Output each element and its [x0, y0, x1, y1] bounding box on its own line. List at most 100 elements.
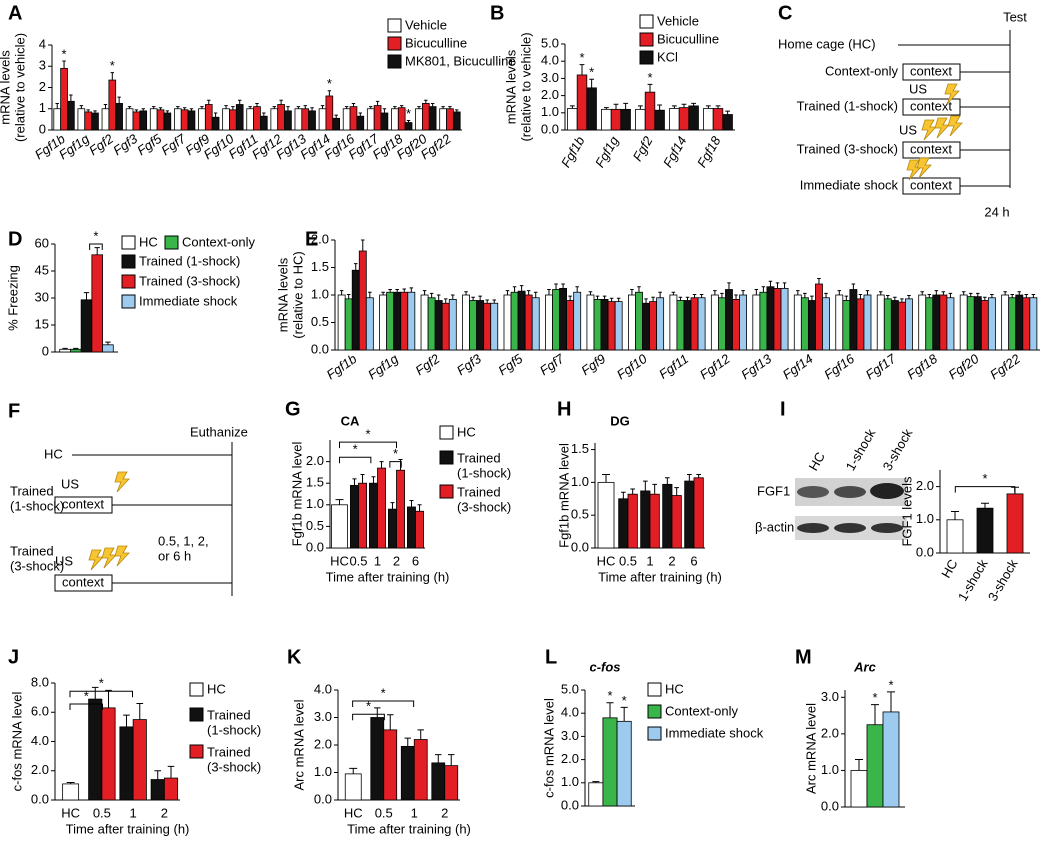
- chart-title: c-fos: [589, 659, 620, 674]
- error-bar: [512, 286, 517, 293]
- bar: [393, 291, 402, 351]
- bar: [586, 294, 595, 351]
- bar: [573, 291, 582, 351]
- y-tick-label: 2.0: [314, 736, 332, 751]
- y-tick-label: 5.0: [541, 35, 559, 50]
- error-bar: [927, 293, 932, 298]
- error-bar: [871, 704, 879, 725]
- chart-title: DG: [610, 413, 630, 428]
- bar: [294, 108, 303, 131]
- bar: [415, 108, 423, 131]
- comparison-bracket: [352, 700, 415, 707]
- x-axis-label: Time after training (h): [66, 821, 190, 836]
- bar: [428, 106, 437, 131]
- bar: [344, 773, 362, 801]
- error-bar: [464, 291, 468, 295]
- western-blot: FGF1 β-actin HC 1-shock 3-shock: [755, 426, 916, 540]
- panel-label: B: [490, 2, 504, 24]
- error-bar: [630, 289, 634, 295]
- y-tick-label: 1.0: [306, 496, 324, 511]
- legend-swatch: [121, 274, 136, 289]
- bar: [380, 112, 389, 131]
- bar: [710, 294, 719, 351]
- bar: [559, 287, 568, 351]
- x-tick-label: Fgf13: [738, 351, 774, 383]
- bar: [662, 483, 673, 549]
- error-bar: [887, 691, 895, 712]
- bar: [115, 103, 123, 131]
- bar: [301, 108, 310, 131]
- x-tick-label: Fgf1g: [365, 351, 401, 383]
- bar: [946, 297, 955, 351]
- bar: [614, 301, 623, 351]
- bar: [444, 765, 459, 801]
- context-box: [54, 574, 113, 592]
- box-label: context: [910, 98, 952, 113]
- panel-label: E: [305, 228, 318, 250]
- bar: [431, 762, 446, 801]
- y-axis-label: FGF1 levels: [899, 476, 914, 547]
- y-tick-label: 1.0: [311, 286, 329, 301]
- error-bar: [374, 707, 381, 718]
- bar: [866, 724, 884, 808]
- bar: [198, 108, 206, 131]
- error-bar: [715, 105, 721, 109]
- bar: [132, 719, 147, 801]
- y-tick-label: 3.0: [541, 70, 559, 85]
- comparison-bracket: [352, 713, 385, 721]
- bar: [446, 108, 454, 131]
- y-tick-label: 5.0: [561, 681, 579, 696]
- panel-label: I: [780, 398, 786, 420]
- error-bar: [613, 103, 619, 110]
- error-bar: [406, 119, 411, 123]
- error-bar: [429, 292, 434, 298]
- error-bar: [727, 282, 731, 290]
- error-bar: [424, 99, 428, 104]
- bar: [420, 294, 429, 351]
- x-tick-label: 2: [393, 553, 400, 568]
- error-bar: [448, 106, 452, 109]
- error-bar: [158, 107, 163, 110]
- significance-star: *: [982, 471, 987, 486]
- error-bar: [651, 296, 655, 302]
- context-box: [54, 496, 113, 514]
- bar: [597, 481, 615, 549]
- error-bar: [589, 78, 595, 88]
- error-bar: [279, 99, 283, 105]
- blot-band: [871, 523, 903, 533]
- bar: [918, 294, 927, 351]
- bar: [358, 250, 367, 351]
- x-tick-label: HC: [61, 805, 80, 820]
- legend-swatch: [647, 704, 662, 719]
- test-label: Test: [1003, 9, 1027, 24]
- error-bar: [652, 483, 658, 495]
- error-bar: [91, 686, 99, 700]
- bar: [101, 108, 110, 131]
- error-bar: [934, 290, 939, 295]
- bar: [905, 298, 913, 351]
- comparison-bracket: [389, 461, 402, 468]
- error-bar: [485, 299, 489, 304]
- bar: [163, 777, 179, 801]
- x-axis-label: Time after training (h): [598, 569, 722, 584]
- bar: [156, 109, 165, 131]
- bar: [688, 105, 699, 131]
- y-axis-label: mRNA levels(relative to vehicle): [504, 32, 534, 141]
- bar: [601, 108, 612, 131]
- bar: [628, 294, 636, 351]
- error-bar: [824, 292, 828, 298]
- bar: [644, 91, 656, 131]
- bar: [635, 108, 646, 131]
- bar: [980, 300, 989, 351]
- bar: [476, 300, 485, 351]
- error-bar: [386, 714, 394, 730]
- y-tick-label: 0.0: [314, 791, 332, 806]
- bar: [600, 298, 609, 351]
- significance-star: *: [110, 58, 115, 73]
- error-bar: [671, 105, 677, 109]
- legend-label: Bicuculline: [657, 31, 719, 46]
- error-bar: [685, 296, 690, 301]
- error-bar: [69, 94, 73, 102]
- error-bar: [606, 702, 614, 718]
- error-bar: [1003, 291, 1007, 295]
